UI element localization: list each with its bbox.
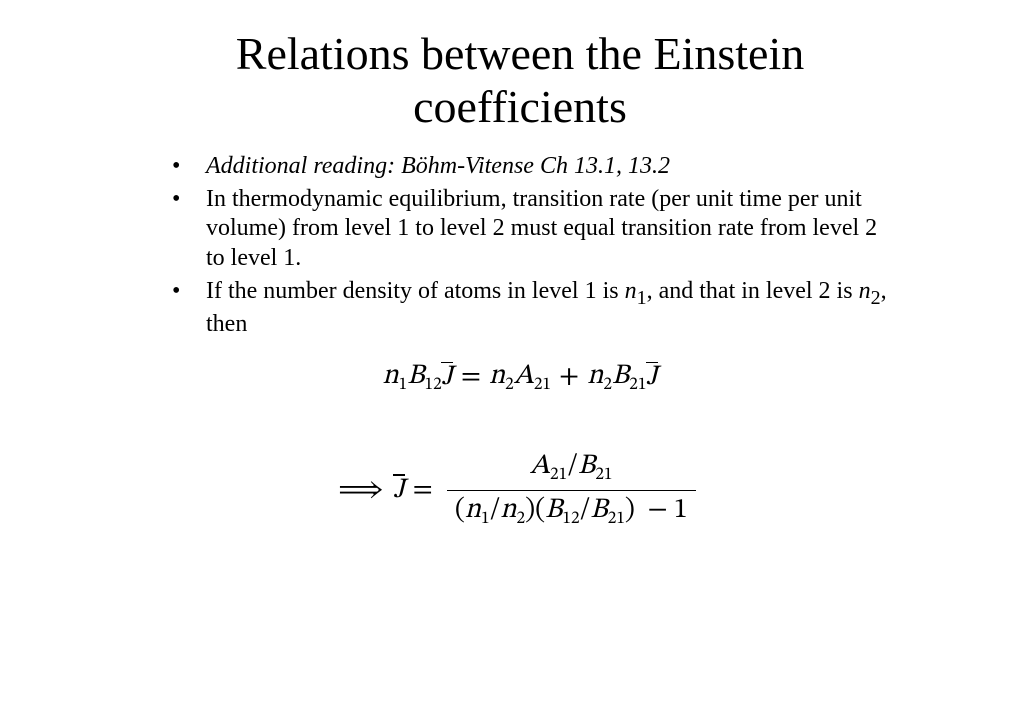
implies: ⟹ [338,473,383,508]
eq1: n1 B12 J = n2 A21 + n2 B21 J [382,359,657,396]
slide: Relations between the Einstein coefficie… [0,0,1020,720]
var-B12: B12 [407,359,442,396]
var-n2: n2 [489,359,514,396]
page-title: Relations between the Einstein coefficie… [140,28,900,134]
numerator: A21/B21 [522,450,621,486]
var-Jbar2: J [646,360,657,395]
list-item: In thermodynamic equilibrium, transition… [172,185,900,273]
denominator: (n1/n2)(B12/B21) −1 [447,494,696,530]
bullet-list: Additional reading: Böhm-Vitense Ch 13.1… [172,152,900,340]
eq2: ⟹ J = A21/B21 (n1/n2)(B12/B21) −1 [338,450,701,530]
list-item: If the number density of atoms in level … [172,277,900,339]
var-n1: n1 [382,359,407,396]
var-Jbar: J [442,360,453,395]
fraction-bar [447,490,696,492]
equation-result: ⟹ J = A21/B21 (n1/n2)(B12/B21) −1 [140,450,900,530]
list-item: Additional reading: Böhm-Vitense Ch 13.1… [172,152,900,181]
var-B21: B21 [612,359,647,396]
var-A21: A21 [514,359,551,396]
plus: + [559,360,579,395]
equals: = [461,360,481,395]
bullet-text: In thermodynamic equilibrium, transition… [206,186,877,271]
bullet-text: If the number density of atoms in level … [206,278,887,337]
bullet-text: Additional reading: Böhm-Vitense Ch 13.1… [206,153,670,179]
fraction: A21/B21 (n1/n2)(B12/B21) −1 [447,450,696,530]
var-Jbar3: J [394,473,405,508]
equation-balance: n1 B12 J = n2 A21 + n2 B21 J [140,359,900,396]
equals2: = [413,473,433,508]
var-n2b: n2 [587,359,612,396]
